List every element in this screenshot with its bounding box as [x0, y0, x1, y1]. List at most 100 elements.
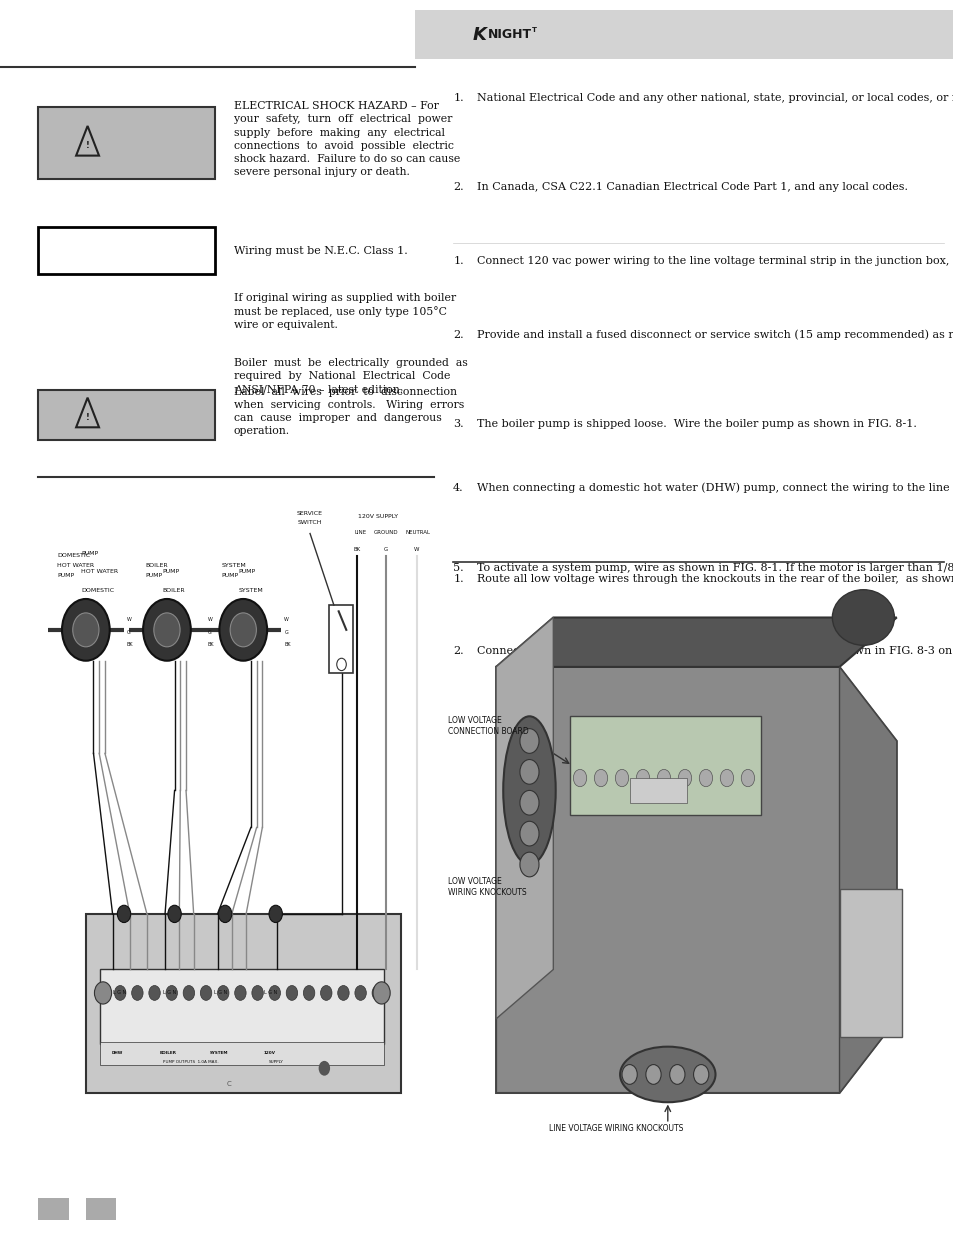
Text: HOT WATER: HOT WATER	[57, 563, 94, 568]
Circle shape	[573, 769, 586, 787]
Text: BK: BK	[208, 642, 214, 647]
FancyBboxPatch shape	[100, 1042, 384, 1065]
Text: SWITCH: SWITCH	[297, 520, 322, 525]
FancyBboxPatch shape	[38, 390, 214, 440]
Text: W: W	[208, 618, 213, 622]
FancyBboxPatch shape	[38, 227, 214, 274]
Circle shape	[200, 986, 212, 1000]
Text: BOILER: BOILER	[162, 588, 185, 593]
Circle shape	[62, 599, 110, 661]
Text: 120V SUPPLY: 120V SUPPLY	[357, 514, 397, 519]
Text: L G N: L G N	[264, 990, 277, 995]
Circle shape	[519, 790, 538, 815]
Text: Connect 120 vac power wiring to the line voltage terminal strip in the junction : Connect 120 vac power wiring to the line…	[476, 256, 953, 266]
Polygon shape	[496, 618, 896, 667]
Circle shape	[594, 769, 607, 787]
FancyBboxPatch shape	[100, 969, 384, 1044]
Circle shape	[740, 769, 754, 787]
Text: The boiler pump is shipped loose.  Wire the boiler pump as shown in FIG. 8-1.: The boiler pump is shipped loose. Wire t…	[476, 419, 916, 429]
Circle shape	[519, 729, 538, 753]
Circle shape	[621, 1065, 637, 1084]
Circle shape	[519, 760, 538, 784]
Text: PUMP: PUMP	[81, 551, 98, 556]
Circle shape	[373, 982, 390, 1004]
Text: SYSTEM: SYSTEM	[210, 1051, 229, 1056]
Circle shape	[143, 599, 191, 661]
Text: DOMESTIC: DOMESTIC	[81, 588, 114, 593]
Text: NIGHT: NIGHT	[487, 28, 531, 41]
Text: PUMP OUTPUTS  1.0A MAX.: PUMP OUTPUTS 1.0A MAX.	[163, 1060, 218, 1065]
Circle shape	[219, 599, 267, 661]
Ellipse shape	[503, 716, 556, 864]
Circle shape	[678, 769, 691, 787]
Text: !: !	[86, 412, 90, 422]
Text: DHW: DHW	[112, 1051, 123, 1056]
Text: G: G	[127, 630, 131, 635]
Polygon shape	[496, 667, 896, 1093]
Text: BOILER: BOILER	[145, 563, 168, 568]
Text: BK: BK	[127, 642, 133, 647]
Circle shape	[657, 769, 670, 787]
Circle shape	[72, 613, 99, 647]
Text: PUMP: PUMP	[162, 569, 179, 574]
Text: LINE: LINE	[355, 530, 367, 535]
Text: PUMP: PUMP	[221, 573, 238, 578]
Text: 1.: 1.	[453, 256, 463, 266]
Text: PUMP: PUMP	[238, 569, 255, 574]
Circle shape	[693, 1065, 708, 1084]
Text: LOW VOLTAGE
CONNECTION BOARD: LOW VOLTAGE CONNECTION BOARD	[448, 716, 529, 736]
Text: NEUTRAL: NEUTRAL	[405, 530, 430, 535]
Text: SUPPLY: SUPPLY	[269, 1060, 284, 1065]
Text: ELECTRICAL SHOCK HAZARD – For
your  safety,  turn  off  electrical  power
supply: ELECTRICAL SHOCK HAZARD – For your safet…	[233, 101, 459, 178]
Text: 5.: 5.	[453, 563, 463, 573]
Text: 2.: 2.	[453, 646, 463, 656]
Text: BK: BK	[284, 642, 291, 647]
Text: To activate a system pump, wire as shown in FIG. 8-1. If the motor is larger tha: To activate a system pump, wire as shown…	[476, 563, 953, 573]
Text: G: G	[208, 630, 212, 635]
Text: C: C	[227, 1082, 231, 1087]
FancyBboxPatch shape	[839, 889, 901, 1037]
Circle shape	[303, 986, 314, 1000]
Text: W: W	[414, 547, 419, 552]
Text: Connect low voltage wiring to low voltage connection board as shown in FIG. 8-3 : Connect low voltage wiring to low voltag…	[476, 646, 953, 656]
Text: 1.: 1.	[453, 574, 463, 584]
Circle shape	[320, 986, 332, 1000]
Circle shape	[699, 769, 712, 787]
Text: T: T	[532, 27, 537, 32]
Circle shape	[230, 613, 256, 647]
Text: SYSTEM: SYSTEM	[221, 563, 246, 568]
Text: GROUND: GROUND	[374, 530, 398, 535]
Circle shape	[218, 905, 232, 923]
Text: LOW VOLTAGE
WIRING KNOCKOUTS: LOW VOLTAGE WIRING KNOCKOUTS	[448, 877, 526, 897]
Circle shape	[97, 986, 109, 1000]
Polygon shape	[496, 618, 553, 1019]
FancyBboxPatch shape	[329, 605, 353, 673]
Text: SYSTEM: SYSTEM	[238, 588, 263, 593]
Circle shape	[269, 905, 282, 923]
Circle shape	[149, 986, 160, 1000]
FancyBboxPatch shape	[570, 716, 760, 815]
Text: W: W	[127, 618, 132, 622]
Text: When connecting a domestic hot water (DHW) pump, connect the wiring to the line : When connecting a domestic hot water (DH…	[476, 483, 953, 494]
FancyBboxPatch shape	[24, 500, 429, 1118]
Text: 2.: 2.	[453, 330, 463, 340]
Circle shape	[669, 1065, 684, 1084]
Text: If original wiring as supplied with boiler
must be replaced, use only type 105°C: If original wiring as supplied with boil…	[233, 293, 456, 330]
Text: Wiring must be N.E.C. Class 1.: Wiring must be N.E.C. Class 1.	[233, 246, 407, 256]
Circle shape	[336, 658, 346, 671]
Circle shape	[153, 613, 180, 647]
Text: BK: BK	[353, 547, 360, 552]
Circle shape	[183, 986, 194, 1000]
Text: L G N: L G N	[213, 990, 227, 995]
Text: !: !	[86, 141, 90, 151]
Text: Route all low voltage wires through the knockouts in the rear of the boiler,  as: Route all low voltage wires through the …	[476, 574, 953, 584]
FancyBboxPatch shape	[86, 914, 400, 1093]
Circle shape	[615, 769, 628, 787]
Text: 4.: 4.	[453, 483, 463, 493]
Circle shape	[720, 769, 733, 787]
FancyBboxPatch shape	[629, 778, 686, 803]
Circle shape	[132, 986, 143, 1000]
FancyBboxPatch shape	[86, 1198, 116, 1220]
Text: HOT WATER: HOT WATER	[81, 569, 118, 574]
Circle shape	[355, 986, 366, 1000]
